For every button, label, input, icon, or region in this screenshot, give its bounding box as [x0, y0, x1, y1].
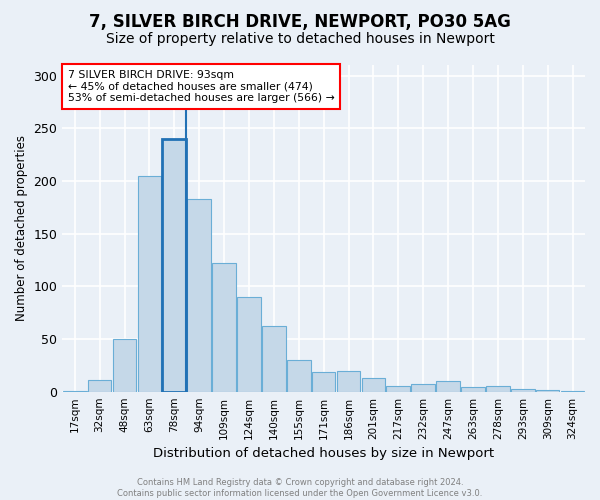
- Bar: [88, 380, 112, 392]
- Bar: [561, 390, 584, 392]
- Bar: [362, 378, 385, 392]
- Bar: [262, 326, 286, 392]
- Text: Size of property relative to detached houses in Newport: Size of property relative to detached ho…: [106, 32, 494, 46]
- Text: Contains HM Land Registry data © Crown copyright and database right 2024.
Contai: Contains HM Land Registry data © Crown c…: [118, 478, 482, 498]
- X-axis label: Distribution of detached houses by size in Newport: Distribution of detached houses by size …: [153, 447, 494, 460]
- Y-axis label: Number of detached properties: Number of detached properties: [15, 136, 28, 322]
- Bar: [511, 388, 535, 392]
- Text: 7, SILVER BIRCH DRIVE, NEWPORT, PO30 5AG: 7, SILVER BIRCH DRIVE, NEWPORT, PO30 5AG: [89, 12, 511, 30]
- Bar: [163, 139, 186, 392]
- Text: 7 SILVER BIRCH DRIVE: 93sqm
← 45% of detached houses are smaller (474)
53% of se: 7 SILVER BIRCH DRIVE: 93sqm ← 45% of det…: [68, 70, 334, 103]
- Bar: [337, 370, 361, 392]
- Bar: [187, 199, 211, 392]
- Bar: [436, 381, 460, 392]
- Bar: [386, 386, 410, 392]
- Bar: [536, 390, 559, 392]
- Bar: [237, 297, 261, 392]
- Bar: [63, 390, 86, 392]
- Bar: [486, 386, 510, 392]
- Bar: [312, 372, 335, 392]
- Bar: [137, 176, 161, 392]
- Bar: [212, 263, 236, 392]
- Bar: [412, 384, 435, 392]
- Bar: [163, 139, 186, 392]
- Bar: [287, 360, 311, 392]
- Bar: [113, 339, 136, 392]
- Bar: [461, 388, 485, 392]
